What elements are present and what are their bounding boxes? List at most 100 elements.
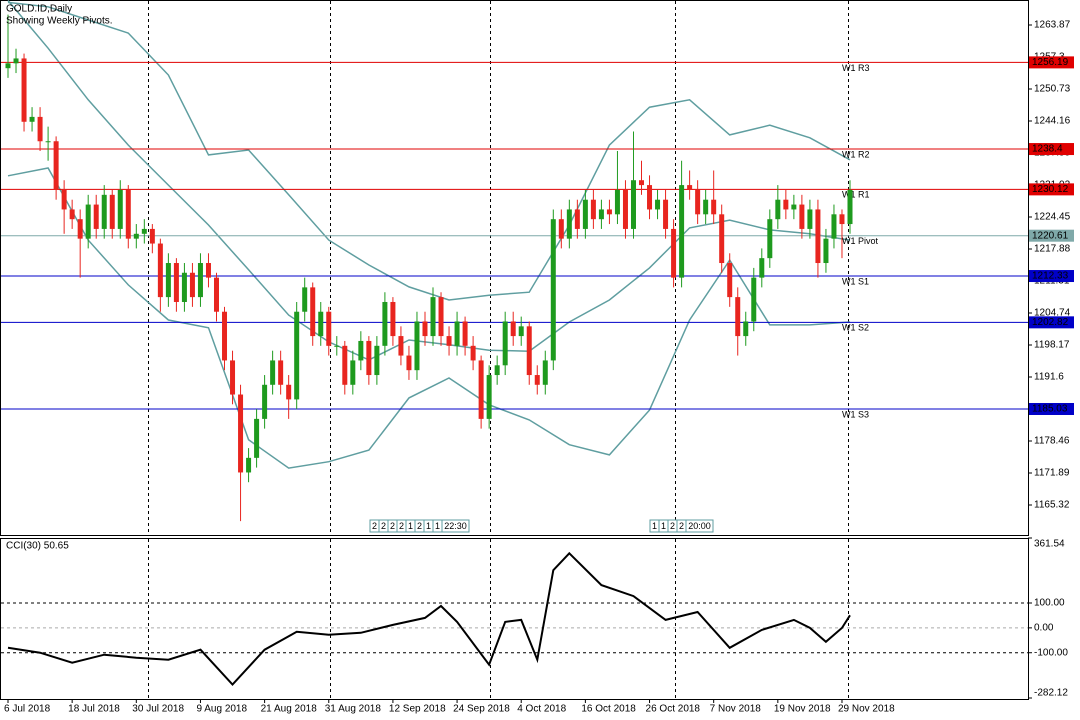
y-tick-label: 1244.16	[1034, 116, 1071, 127]
candle-body	[847, 189, 853, 225]
annotation: 1	[661, 521, 666, 531]
price-box	[1029, 316, 1074, 329]
y-tick-label: 1263.87	[1034, 20, 1071, 31]
candle-body	[414, 321, 420, 371]
candle-body	[622, 189, 628, 229]
candle-body	[510, 321, 516, 337]
bollinger-band	[7, 0, 851, 361]
candle-body	[390, 301, 396, 337]
pivot-name: W1 S2	[842, 323, 869, 333]
chart-subtitle: Showing Weekly Pivots.	[6, 16, 113, 27]
candle-body	[582, 199, 588, 229]
candle-body	[542, 360, 548, 385]
bollinger-band	[7, 1, 851, 301]
candle-body	[262, 384, 268, 419]
price-box-label: 1185.03	[1032, 404, 1068, 415]
candle-body	[294, 311, 300, 400]
y-tick-label: 1224.45	[1034, 212, 1071, 223]
candle-body	[486, 375, 492, 419]
candle-body	[342, 345, 348, 385]
price-box-label: 1230.12	[1032, 184, 1069, 195]
price-box	[1029, 402, 1074, 415]
price-box	[1029, 229, 1074, 242]
candle-body	[711, 199, 717, 215]
price-box	[1029, 143, 1074, 156]
price-box-label: 1212.33	[1032, 271, 1069, 282]
y-tick-label: 1171.89	[1034, 468, 1070, 479]
y-tick-label: 100.00	[1034, 598, 1065, 609]
x-tick-label: 18 Jul 2018	[68, 704, 120, 715]
candle-body	[462, 321, 468, 346]
cci-panel	[0, 538, 1029, 700]
cci-title: CCI(30) 50.65	[6, 541, 69, 552]
pivot-name: W1 R3	[842, 63, 870, 73]
candle-body	[759, 258, 765, 278]
candle-body	[157, 243, 163, 298]
candle-body	[230, 360, 236, 395]
annotation: 1	[435, 521, 440, 531]
candle-body	[133, 233, 139, 239]
candle-body	[278, 360, 284, 385]
y-tick-label: 1250.73	[1034, 84, 1071, 95]
y-tick-label: 1165.32	[1034, 500, 1070, 511]
x-tick-label: 4 Oct 2018	[517, 704, 566, 715]
annotation: 2	[399, 521, 404, 531]
y-tick-label: 1204.74	[1034, 308, 1071, 319]
annotation: 1	[408, 521, 413, 531]
annotation: 2	[417, 521, 422, 531]
candle-body	[663, 199, 669, 229]
candle-body	[350, 360, 356, 385]
candle-body	[382, 301, 388, 346]
candle-body	[655, 199, 661, 210]
candle-body	[238, 394, 244, 473]
candle-body	[77, 219, 83, 239]
price-box-label: 1220.61	[1032, 230, 1069, 241]
pivot-name: W1 S3	[842, 409, 869, 419]
pivot-name: W1 S1	[842, 276, 869, 286]
candle-body	[406, 355, 412, 371]
candle-body	[502, 321, 508, 366]
candle-body	[831, 214, 837, 239]
candle-body	[526, 326, 532, 376]
candle-body	[791, 204, 797, 210]
candle-body	[695, 189, 701, 215]
candle-body	[173, 263, 179, 302]
x-tick-label: 9 Aug 2018	[196, 704, 247, 715]
candle-body	[310, 287, 316, 337]
y-tick-label: 361.54	[1034, 539, 1065, 550]
candle-body	[53, 141, 59, 190]
candle-body	[109, 194, 115, 229]
main-panel	[0, 0, 1029, 536]
candle-body	[326, 311, 332, 346]
candle-body	[149, 228, 155, 244]
annotation: 20:00	[688, 521, 711, 531]
y-tick-label: -282.12	[1034, 688, 1068, 699]
candle-body	[606, 209, 612, 215]
candle-body	[270, 360, 276, 385]
candle-body	[422, 321, 428, 337]
y-tick-label: 1191.6	[1034, 372, 1064, 383]
candle-body	[358, 340, 364, 361]
candle-body	[558, 219, 564, 239]
candle-body	[93, 204, 99, 229]
candle-body	[751, 277, 757, 322]
annotation: 2	[390, 521, 395, 531]
candle-body	[213, 277, 219, 312]
candle-body	[815, 209, 821, 264]
price-box-label: 1202.82	[1032, 317, 1069, 328]
annotation: 22:30	[444, 521, 467, 531]
x-tick-label: 16 Oct 2018	[581, 704, 636, 715]
candle-body	[286, 384, 292, 400]
x-tick-label: 7 Nov 2018	[710, 704, 762, 715]
candle-body	[125, 189, 131, 239]
annotation-box	[441, 519, 470, 533]
y-tick-label: 1198.17	[1034, 340, 1070, 351]
candle-body	[430, 297, 436, 337]
candle-body	[799, 204, 805, 229]
candle-body	[13, 58, 19, 64]
annotation: 2	[679, 521, 684, 531]
x-tick-label: 31 Aug 2018	[325, 704, 382, 715]
candle-body	[374, 345, 380, 376]
candle-body	[639, 180, 645, 186]
